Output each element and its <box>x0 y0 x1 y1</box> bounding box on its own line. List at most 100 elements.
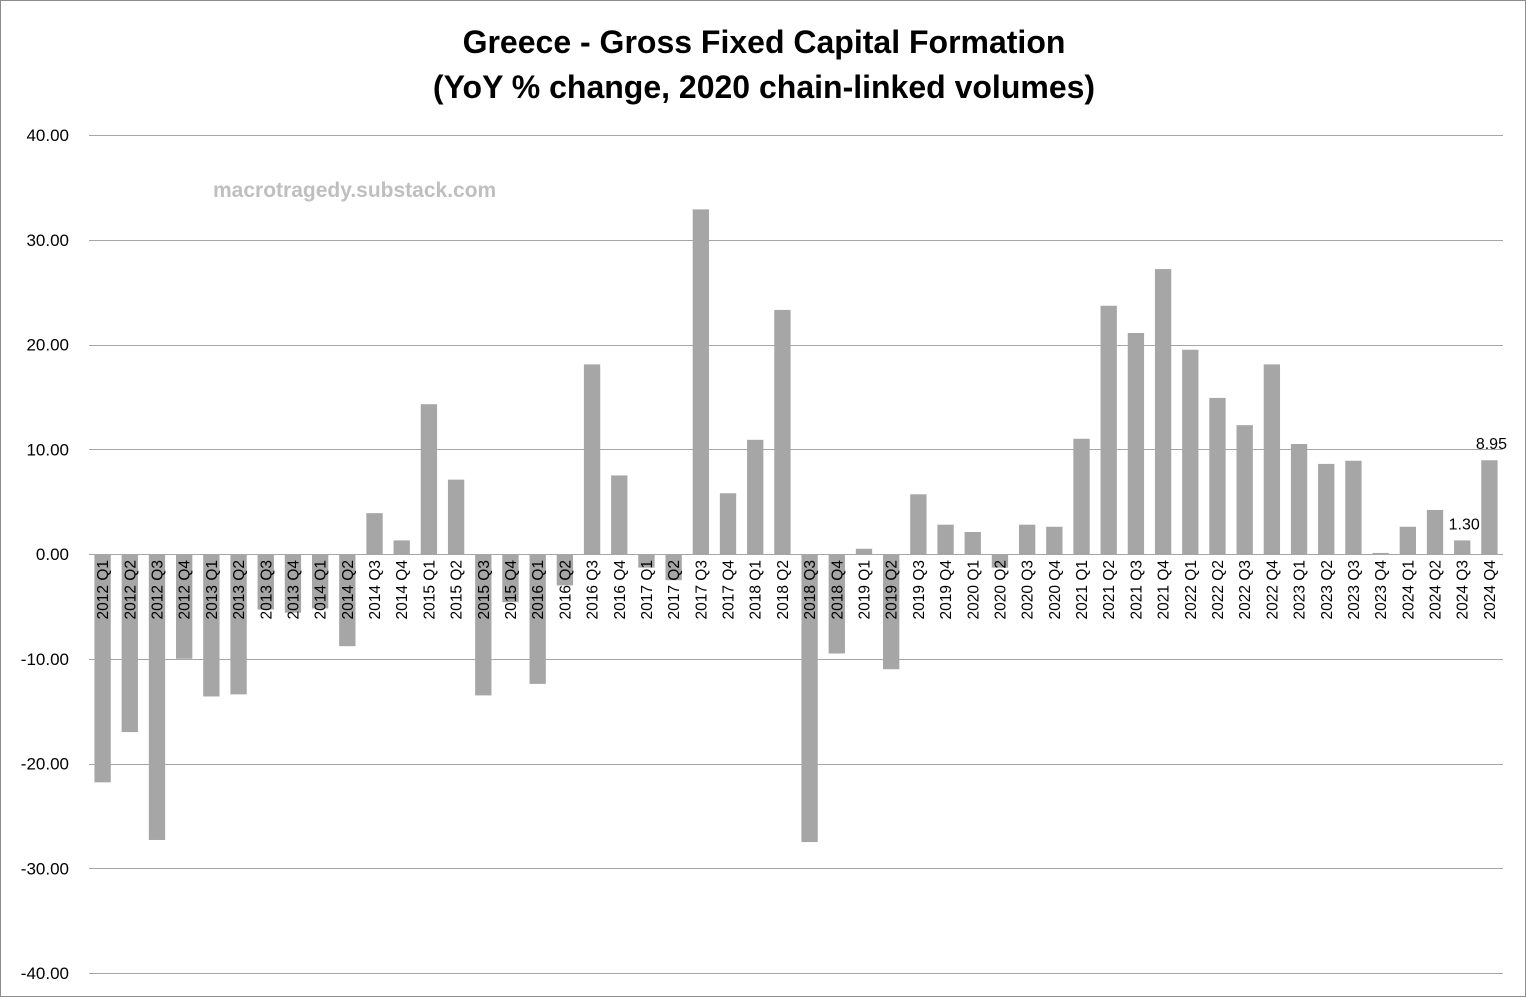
bar <box>1426 510 1444 554</box>
bar <box>964 532 981 554</box>
x-category-label: 2017 Q3 <box>693 560 710 619</box>
data-label: 8.95 <box>1476 436 1507 453</box>
x-category-label: 2015 Q3 <box>476 560 493 619</box>
bar <box>121 554 138 733</box>
x-category-label: 2019 Q4 <box>938 560 955 620</box>
x-category-label: 2023 Q1 <box>1292 560 1309 619</box>
bar <box>1481 460 1498 554</box>
x-category-label: 2013 Q2 <box>231 560 248 619</box>
x-category-label: 2024 Q1 <box>1400 560 1417 619</box>
data-label: 1.30 <box>1449 516 1480 533</box>
bar <box>828 554 845 654</box>
bar <box>176 554 193 659</box>
y-axis-ticks: 40.00 30.00 20.00 10.00 0.00 -10.00 -20.00 -30.… <box>21 126 69 983</box>
bar <box>747 439 764 554</box>
x-category-label: 2023 Q4 <box>1373 560 1390 620</box>
watermark-text: macrotragedy.substack.com <box>213 179 496 202</box>
x-category-label: 2013 Q1 <box>204 560 221 619</box>
bar <box>719 493 737 554</box>
x-category-label: 2024 Q2 <box>1428 560 1445 619</box>
bar <box>910 494 927 554</box>
x-category-label: 2020 Q1 <box>965 560 982 619</box>
bar <box>1209 397 1226 554</box>
x-category-label: 2018 Q1 <box>748 560 765 619</box>
x-category-label: 2016 Q4 <box>612 560 629 620</box>
bar <box>991 554 1009 568</box>
bar <box>1046 526 1063 554</box>
bar <box>1290 444 1308 554</box>
bar <box>475 554 492 696</box>
x-category-label: 2019 Q2 <box>884 560 901 619</box>
bar <box>774 309 791 554</box>
bar <box>1345 460 1362 554</box>
x-category-label: 2013 Q3 <box>258 560 275 619</box>
bar <box>1100 305 1117 554</box>
bar <box>665 554 682 581</box>
bar <box>937 524 954 554</box>
x-category-label: 2021 Q3 <box>1128 560 1145 619</box>
bar <box>583 364 601 554</box>
x-category-label: 2020 Q4 <box>1047 560 1064 620</box>
x-category-label: 2012 Q4 <box>177 560 194 620</box>
bar <box>257 554 274 610</box>
x-category-label: 2018 Q4 <box>829 560 846 620</box>
x-category-label: 2014 Q3 <box>367 560 384 619</box>
bar <box>1263 364 1281 554</box>
bar <box>447 479 465 554</box>
x-category-label: 2018 Q2 <box>775 560 792 619</box>
bar <box>420 404 438 554</box>
x-category-label: 2012 Q1 <box>95 560 112 619</box>
bar <box>1372 552 1389 554</box>
bar <box>1236 425 1253 554</box>
x-category-label: 2016 Q2 <box>557 560 574 619</box>
bar <box>311 554 329 609</box>
bar <box>1318 463 1335 554</box>
chart-title: Greece - Gross Fixed Capital Formation <box>463 24 1066 60</box>
y-tick-label: -40.00 <box>21 964 69 983</box>
x-category-label: 2020 Q3 <box>1020 560 1037 619</box>
y-tick-label: -20.00 <box>21 755 69 774</box>
bar <box>1399 526 1416 554</box>
x-category-label: 2017 Q2 <box>666 560 683 619</box>
x-category-label: 2017 Q4 <box>721 560 738 620</box>
x-category-label: 2015 Q2 <box>449 560 466 619</box>
bar <box>556 554 574 586</box>
x-category-label: 2014 Q4 <box>394 560 411 620</box>
bar <box>502 554 519 603</box>
bar-series <box>94 209 1498 843</box>
x-category-label: 2022 Q4 <box>1264 560 1281 620</box>
bar <box>366 513 383 554</box>
data-labels: 1.30 8.95 <box>1449 436 1507 533</box>
y-tick-label: 10.00 <box>26 440 69 459</box>
bar <box>529 554 546 684</box>
bar <box>230 554 247 695</box>
y-tick-label: -10.00 <box>21 650 69 669</box>
y-tick-label: 0.00 <box>36 545 69 564</box>
bar <box>801 554 818 843</box>
x-category-label: 2022 Q3 <box>1237 560 1254 619</box>
x-category-label: 2024 Q3 <box>1455 560 1472 619</box>
bar <box>883 554 900 670</box>
x-category-label: 2017 Q1 <box>639 560 656 619</box>
bar <box>339 554 356 647</box>
x-category-label: 2020 Q2 <box>992 560 1009 619</box>
bar <box>148 554 166 840</box>
x-category-label: 2018 Q3 <box>802 560 819 619</box>
x-category-label: 2016 Q1 <box>530 560 547 619</box>
x-category-label: 2014 Q2 <box>340 560 357 619</box>
x-category-label: 2012 Q3 <box>149 560 166 619</box>
x-category-label: 2021 Q1 <box>1074 560 1091 619</box>
x-category-label: 2015 Q4 <box>503 560 520 620</box>
y-tick-label: 20.00 <box>26 336 69 355</box>
bar <box>692 209 709 554</box>
bar <box>284 554 302 613</box>
x-category-label: 2016 Q3 <box>585 560 602 619</box>
x-category-label: 2022 Q1 <box>1183 560 1200 619</box>
x-category-label: 2021 Q4 <box>1156 560 1173 620</box>
x-category-label: 2014 Q1 <box>313 560 330 619</box>
x-category-label: 2019 Q1 <box>856 560 873 619</box>
x-category-label: 2013 Q4 <box>285 560 302 620</box>
bar <box>94 554 111 783</box>
